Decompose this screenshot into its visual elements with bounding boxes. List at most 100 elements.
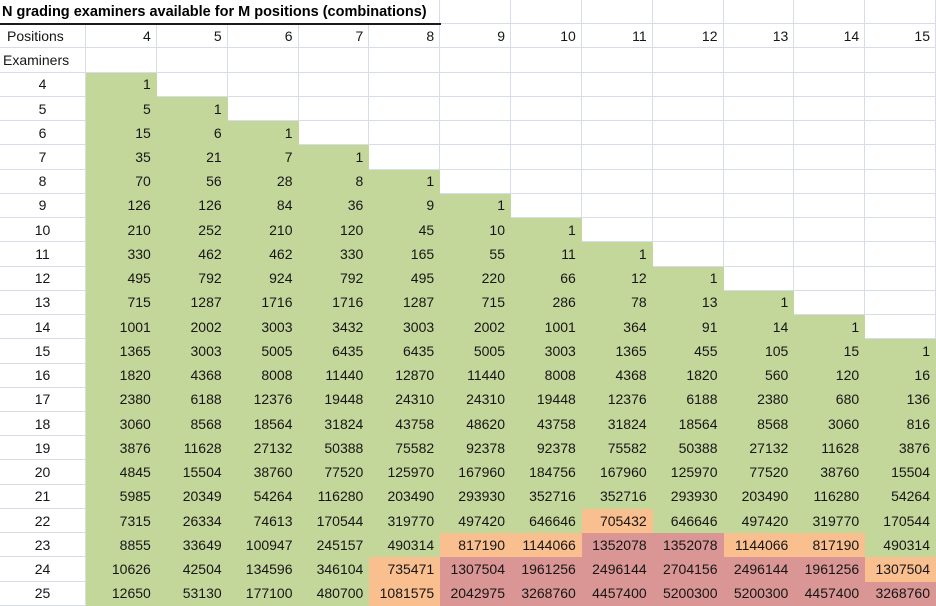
table-cell[interactable] (511, 193, 582, 219)
table-cell[interactable]: 346104 (298, 557, 370, 582)
table-cell[interactable] (440, 169, 511, 194)
table-cell[interactable]: 5005 (440, 339, 511, 364)
table-cell[interactable]: 74613 (227, 508, 299, 534)
table-cell[interactable]: 490314 (369, 533, 441, 558)
table-cell[interactable]: 220 (440, 266, 511, 291)
table-cell[interactable]: 2496144 (581, 557, 653, 582)
table-cell[interactable] (440, 72, 511, 97)
table-cell[interactable]: 1365 (581, 339, 653, 364)
table-cell[interactable]: 8855 (86, 533, 157, 558)
table-cell[interactable]: 77520 (298, 460, 370, 485)
table-cell[interactable]: 15504 (865, 460, 936, 485)
table-cell[interactable]: 48620 (440, 411, 511, 437)
table-cell[interactable]: 75582 (581, 436, 653, 461)
table-cell[interactable]: 364 (581, 315, 653, 340)
row-header[interactable]: 4 (0, 72, 86, 97)
table-cell[interactable]: 12376 (581, 387, 653, 412)
table-cell[interactable]: 4845 (86, 460, 157, 485)
table-cell[interactable] (581, 193, 653, 219)
table-cell[interactable]: 203490 (723, 484, 795, 509)
table-cell[interactable]: 105 (723, 339, 795, 364)
row-header[interactable]: 9 (0, 193, 86, 219)
table-cell[interactable]: 1 (369, 169, 441, 194)
table-cell[interactable]: 462 (227, 242, 299, 267)
positions-label[interactable]: Positions (0, 24, 86, 49)
table-cell[interactable]: 5985 (86, 484, 157, 509)
table-cell[interactable]: 54264 (227, 484, 299, 509)
table-cell[interactable]: 92378 (511, 436, 582, 461)
table-cell[interactable]: 497420 (440, 508, 511, 534)
table-cell[interactable]: 715 (440, 290, 511, 316)
column-header[interactable]: 13 (723, 24, 795, 49)
table-cell[interactable]: 56 (156, 169, 228, 194)
table-cell[interactable]: 14 (723, 315, 795, 340)
table-cell[interactable]: 1 (794, 315, 866, 340)
table-cell[interactable]: 5200300 (723, 581, 795, 606)
table-cell[interactable]: 1716 (227, 290, 299, 316)
table-cell[interactable] (723, 218, 795, 243)
table-cell[interactable]: 4368 (581, 363, 653, 388)
table-cell[interactable]: 125970 (652, 460, 724, 485)
table-cell[interactable]: 2496144 (723, 557, 795, 582)
table-cell[interactable] (723, 121, 795, 146)
table-cell[interactable]: 184756 (511, 460, 582, 485)
table-cell[interactable]: 43758 (369, 411, 441, 437)
table-cell[interactable]: 116280 (298, 484, 370, 509)
table-cell[interactable]: 1 (227, 121, 299, 146)
table-cell[interactable]: 4457400 (794, 581, 866, 606)
table-cell[interactable]: 15 (794, 339, 866, 364)
table-cell[interactable]: 12870 (369, 363, 441, 388)
table-cell[interactable]: 66 (511, 266, 582, 291)
table-cell[interactable]: 35 (86, 145, 157, 170)
table-cell[interactable] (298, 121, 370, 146)
table-cell[interactable]: 11628 (156, 436, 228, 461)
table-cell[interactable]: 28 (227, 169, 299, 194)
table-cell[interactable]: 3003 (156, 339, 228, 364)
empty-cell[interactable] (723, 48, 795, 73)
table-cell[interactable]: 680 (794, 387, 866, 412)
table-cell[interactable] (227, 96, 299, 122)
table-cell[interactable]: 13 (652, 290, 724, 316)
table-cell[interactable] (652, 242, 724, 267)
table-cell[interactable]: 495 (369, 266, 441, 291)
table-cell[interactable]: 646646 (652, 508, 724, 534)
table-cell[interactable] (865, 218, 936, 243)
table-cell[interactable] (581, 169, 653, 194)
table-cell[interactable]: 8 (298, 169, 370, 194)
table-cell[interactable]: 136 (865, 387, 936, 412)
table-cell[interactable]: 43758 (511, 411, 582, 437)
table-cell[interactable]: 126 (156, 193, 228, 219)
table-cell[interactable] (794, 169, 866, 194)
title-row-cell[interactable] (581, 0, 653, 25)
table-cell[interactable]: 455 (652, 339, 724, 364)
table-cell[interactable]: 11 (511, 242, 582, 267)
row-header[interactable]: 24 (0, 557, 86, 582)
table-cell[interactable]: 735471 (369, 557, 441, 582)
table-cell[interactable]: 1 (652, 266, 724, 291)
table-cell[interactable]: 1144066 (723, 533, 795, 558)
table-cell[interactable]: 8568 (156, 411, 228, 437)
table-cell[interactable]: 352716 (581, 484, 653, 509)
table-cell[interactable] (369, 96, 441, 122)
table-cell[interactable]: 19448 (298, 387, 370, 412)
empty-cell[interactable] (227, 48, 299, 73)
table-cell[interactable]: 19448 (511, 387, 582, 412)
table-cell[interactable]: 5005 (227, 339, 299, 364)
table-cell[interactable] (794, 266, 866, 291)
table-cell[interactable]: 1 (298, 145, 370, 170)
table-cell[interactable]: 167960 (440, 460, 511, 485)
row-header[interactable]: 13 (0, 290, 86, 316)
column-header[interactable]: 15 (865, 24, 936, 49)
table-cell[interactable] (865, 193, 936, 219)
empty-cell[interactable] (511, 48, 582, 73)
title-row-cell[interactable] (794, 0, 866, 25)
table-cell[interactable]: 3268760 (865, 581, 936, 606)
table-cell[interactable]: 3060 (86, 411, 157, 437)
table-cell[interactable]: 54264 (865, 484, 936, 509)
table-cell[interactable]: 3268760 (511, 581, 582, 606)
table-cell[interactable]: 27132 (227, 436, 299, 461)
table-cell[interactable] (652, 72, 724, 97)
table-cell[interactable] (723, 96, 795, 122)
table-cell[interactable] (865, 290, 936, 316)
table-cell[interactable]: 8008 (511, 363, 582, 388)
